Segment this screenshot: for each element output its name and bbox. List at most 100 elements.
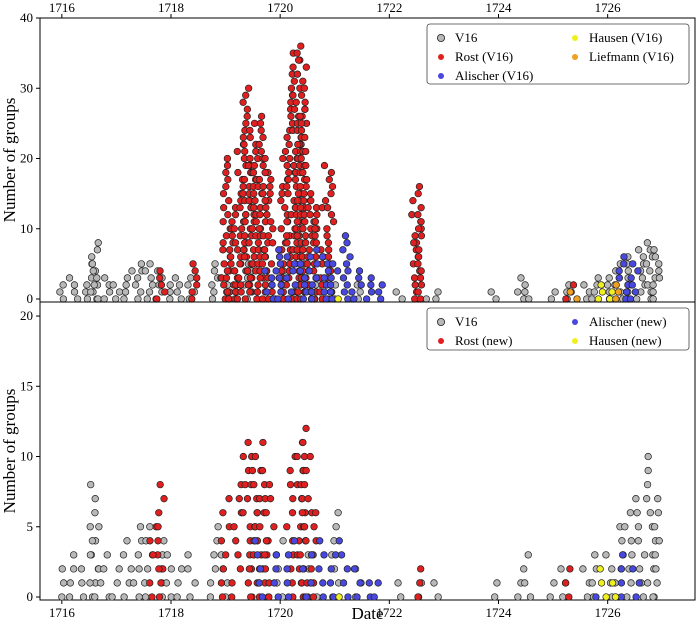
legend-label: Rost (new) [455,333,512,348]
data-point [93,246,102,254]
data-point [305,267,313,275]
y-tick-label: 5 [27,519,34,534]
data-point [227,253,235,261]
data-point [143,295,151,303]
data-point [643,239,652,247]
x-tick-label: 1716 [49,605,76,620]
data-point [119,551,128,559]
data-point [233,147,241,156]
data-point [259,161,267,170]
data-point [655,537,663,545]
data-point [115,565,123,573]
data-point [654,495,662,503]
data-point [493,579,501,587]
data-point [155,509,163,517]
data-point [355,267,364,275]
data-point [108,593,116,601]
legend-marker [572,35,578,41]
data-point [112,295,120,303]
data-point [294,288,302,296]
data-point [297,154,305,163]
data-point [239,189,247,198]
data-point [277,196,285,205]
data-point [434,288,442,296]
data-point [244,267,252,275]
data-point [220,260,228,268]
data-point [244,281,253,289]
x-tick-label: 1726 [595,605,622,620]
data-point [299,438,307,447]
data-point [605,274,613,282]
data-point [602,551,610,559]
data-point [398,295,406,303]
data-point [255,579,263,587]
data-point [244,579,252,587]
data-point [615,267,623,275]
data-point [279,154,287,163]
data-point [156,267,164,275]
data-point [346,253,354,261]
data-point [294,56,303,64]
data-point [287,84,296,92]
y-tick-label: 40 [20,10,33,25]
data-point [309,593,318,601]
legend-marker [572,54,578,60]
data-point [259,133,267,142]
data-point [154,537,162,545]
data-point [301,218,309,226]
data-point [628,281,636,289]
data-point [97,579,105,587]
data-point [350,565,359,573]
y-tick-label: 10 [20,221,33,236]
data-point [417,232,426,240]
data-point [326,579,335,587]
data-point [356,288,364,296]
data-point [83,281,91,289]
data-point [222,551,230,559]
data-point [266,189,274,198]
data-point [237,288,245,296]
data-point [65,274,74,282]
data-point [254,281,262,289]
data-point [279,537,287,545]
data-point [646,267,654,275]
data-point [208,281,216,289]
data-point [188,295,196,303]
data-point [302,424,310,433]
data-point [145,288,154,296]
data-point [91,495,99,503]
data-point [58,593,66,601]
data-point [253,509,261,517]
data-point [307,551,316,559]
data-point [103,551,111,559]
plot-frame [39,301,696,601]
data-point [293,452,301,461]
data-point [94,295,102,303]
data-point [408,211,416,219]
data-point [268,274,276,282]
data-point [551,288,559,296]
data-point [296,112,304,120]
data-point [651,253,660,261]
data-point [310,523,318,531]
data-point [302,466,310,475]
data-point [69,565,78,573]
data-point [634,267,642,275]
data-point [135,565,143,573]
data-point [299,77,307,85]
data-point [95,523,103,531]
data-point [266,182,274,191]
data-point [355,274,363,282]
data-point [517,274,525,282]
data-point [524,551,532,559]
data-point [644,466,652,475]
data-point [228,232,236,240]
data-point [620,253,628,261]
data-point [267,175,275,184]
data-point [236,204,244,212]
data-point [321,196,330,205]
data-point [414,225,423,233]
data-point [211,260,219,268]
data-point [242,91,250,99]
data-point [272,565,280,573]
